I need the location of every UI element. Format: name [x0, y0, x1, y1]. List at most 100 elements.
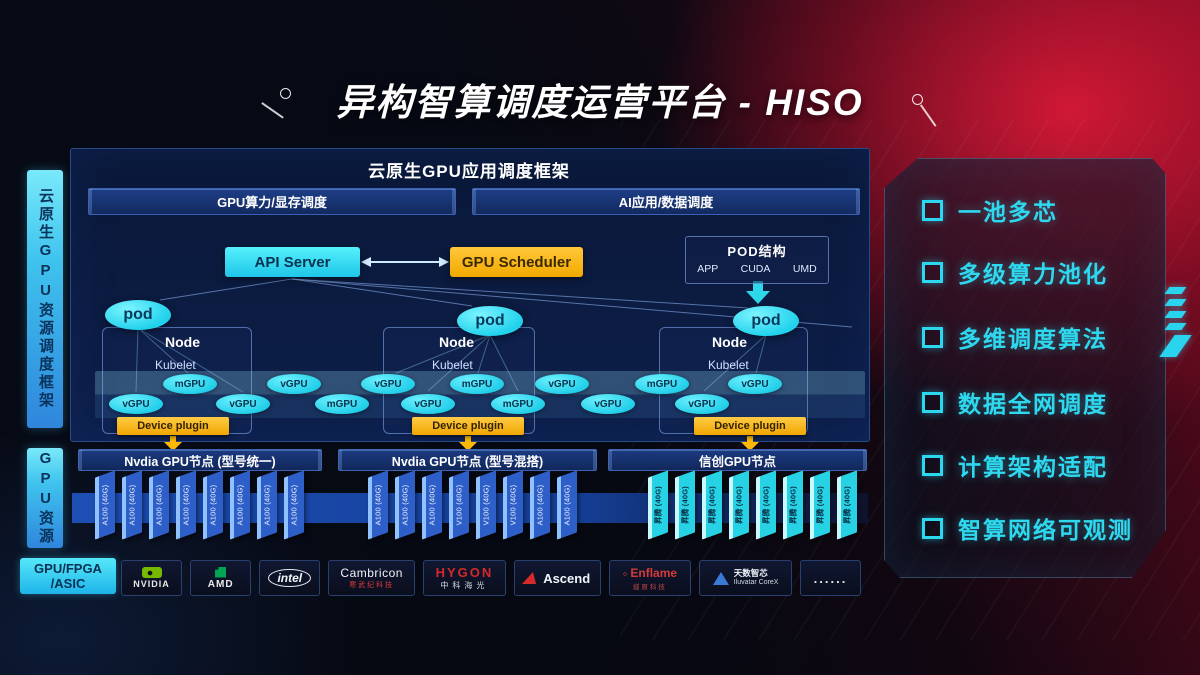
gpu-card-label: A100 (40G) [373, 484, 383, 526]
gpu-card: A100 (40G) [230, 470, 250, 540]
feature-bullet-icon [922, 454, 943, 476]
gpu-card-label: 昇腾 (40G) [842, 486, 852, 524]
feature-bullet-icon [922, 517, 943, 539]
gpu-card: A100 (40G) [176, 470, 196, 540]
gpu-card-label: A100 (40G) [562, 484, 572, 526]
gpu-unit: mGPU [635, 374, 689, 394]
feature-text: 数据全网调度 [958, 391, 1108, 417]
nvidia-logo: NVIDIA [121, 560, 183, 596]
header: 异构智算调度运营平台 - HISO [0, 72, 1200, 126]
node-label: Node [712, 334, 747, 350]
pod-structure-items: APP CUDA UMD [686, 263, 828, 275]
vendor-logo-row: NVIDIA AMD intel Cambricon 寒武纪科技 HYGON 中… [121, 560, 862, 596]
feature-bullet-icon [922, 326, 943, 348]
gpu-card: V100 (40G) [503, 470, 523, 540]
feature-bullet-icon [922, 391, 943, 413]
gpu-card: 昇腾 (40G) [810, 470, 830, 540]
gpu-card-label: A100 (40G) [208, 484, 218, 526]
api-server-box: API Server [225, 247, 360, 277]
enflame-logo-subtext: 燧原科技 [632, 583, 667, 591]
gpu-card: 昇腾 (40G) [648, 470, 668, 540]
pod-ellipse: pod [457, 306, 523, 336]
node-label: Node [439, 334, 474, 350]
iluvatar-logo-subtext: Iluvatar CoreX [733, 579, 779, 586]
ascend-logo-icon [522, 572, 541, 584]
more-vendors-box: ...... [799, 560, 862, 596]
sidebar-label-scheduling-framework: 云原生GPU资源调度框架 [27, 170, 63, 428]
gpu-card: A100 (40G) [368, 470, 388, 540]
cambricon-logo-text: Cambricon [340, 566, 403, 580]
nvidia-logo-icon [141, 567, 162, 578]
iluvatar-logo: 天数智芯 Iluvatar CoreX [699, 560, 792, 596]
device-plugin-box: Device plugin [694, 417, 806, 435]
kubelet-label: Kubelet [155, 358, 196, 372]
gpu-unit: mGPU [450, 374, 504, 394]
gpu-card: A100 (40G) [284, 470, 304, 540]
hygon-logo-subtext: 中科海光 [440, 581, 489, 590]
chip-label-line1: GPU/FPGA [34, 561, 102, 576]
more-vendors-text: ...... [813, 570, 848, 586]
feature-item: 智算网络可观测 [922, 512, 1133, 544]
feature-item: 多维调度算法 [922, 321, 1108, 353]
gpu-card-label: A100 (40G) [427, 484, 437, 526]
enflame-logo: ◦ Enflame 燧原科技 [608, 560, 692, 596]
gpu-card: 昇腾 (40G) [675, 470, 695, 540]
gpu-card-label: A100 (40G) [181, 484, 191, 526]
ascend-logo-text: Ascend [543, 570, 591, 586]
framework-title: 云原生GPU应用调度框架 [368, 162, 570, 181]
sidebar-label-text: GPU资源 [37, 450, 54, 546]
sidebar-label-gpu-resources: GPU资源 [27, 448, 63, 548]
feature-text: 计算架构适配 [958, 454, 1108, 480]
gpu-card: A100 (40G) [203, 470, 223, 540]
gpu-card-label: 昇腾 (40G) [761, 486, 771, 524]
pod-structure-item: UMD [792, 263, 817, 275]
gpu-unit: mGPU [491, 394, 545, 414]
gpu-card-label: A100 (40G) [154, 484, 164, 526]
gpu-card: A100 (40G) [257, 470, 277, 540]
feature-panel [884, 158, 1166, 578]
feature-text: 一池多芯 [958, 199, 1058, 225]
pod-ellipse: pod [733, 306, 799, 336]
gpu-card: V100 (40G) [476, 470, 496, 540]
gpu-unit: vGPU [267, 374, 321, 394]
gpu-unit: vGPU [535, 374, 589, 394]
enflame-logo-icon: ◦ [622, 565, 628, 581]
intel-logo: intel [259, 560, 321, 596]
gpu-unit: vGPU [361, 374, 415, 394]
gpu-card-label: 昇腾 (40G) [707, 486, 717, 524]
gpu-unit: mGPU [163, 374, 217, 394]
sidebar-label-text: 云原生GPU资源调度框架 [37, 188, 54, 410]
gpu-card: A100 (40G) [530, 470, 550, 540]
kubelet-label: Kubelet [708, 358, 749, 372]
device-plugin-box: Device plugin [117, 417, 229, 435]
gpu-unit: vGPU [675, 394, 729, 414]
bar-ai-app-data-scheduling: AI应用/数据调度 [472, 188, 860, 215]
gpu-card-label: V100 (40G) [454, 484, 464, 526]
enflame-logo-text: Enflame [630, 566, 678, 580]
kubelet-label: Kubelet [432, 358, 473, 372]
gpu-card-label: A100 (40G) [100, 484, 110, 526]
feature-item: 一池多芯 [922, 194, 1058, 226]
gpu-card-label: A100 (40G) [262, 484, 272, 526]
gpu-card: A100 (40G) [422, 470, 442, 540]
feature-item: 计算架构适配 [922, 449, 1108, 481]
feature-item: 多级算力池化 [922, 256, 1108, 288]
node-row-header-xinchuang: 信创GPU节点 [608, 449, 867, 471]
cambricon-logo: Cambricon 寒武纪科技 [328, 560, 416, 596]
ascend-logo: Ascend [513, 560, 601, 596]
pod-structure-box: POD结构 APP CUDA UMD [685, 236, 829, 284]
gpu-card: A100 (40G) [557, 470, 577, 540]
gpu-card: 昇腾 (40G) [783, 470, 803, 540]
hygon-logo: HYGON 中科海光 [423, 560, 506, 596]
amd-logo: AMD [190, 560, 252, 596]
gpu-card: A100 (40G) [395, 470, 415, 540]
device-plugin-box: Device plugin [412, 417, 524, 435]
gpu-unit: vGPU [401, 394, 455, 414]
amd-logo-icon [215, 566, 227, 578]
iluvatar-logo-text: 天数智芯 [733, 568, 768, 578]
gpu-card-label: A100 (40G) [535, 484, 545, 526]
gpu-card-label: A100 (40G) [289, 484, 299, 526]
gpu-card-label: 昇腾 (40G) [734, 486, 744, 524]
gpu-card-label: V100 (40G) [481, 484, 491, 526]
node-row-header-nvidia-mixed: Nvdia GPU节点 (型号混搭) [338, 449, 597, 471]
